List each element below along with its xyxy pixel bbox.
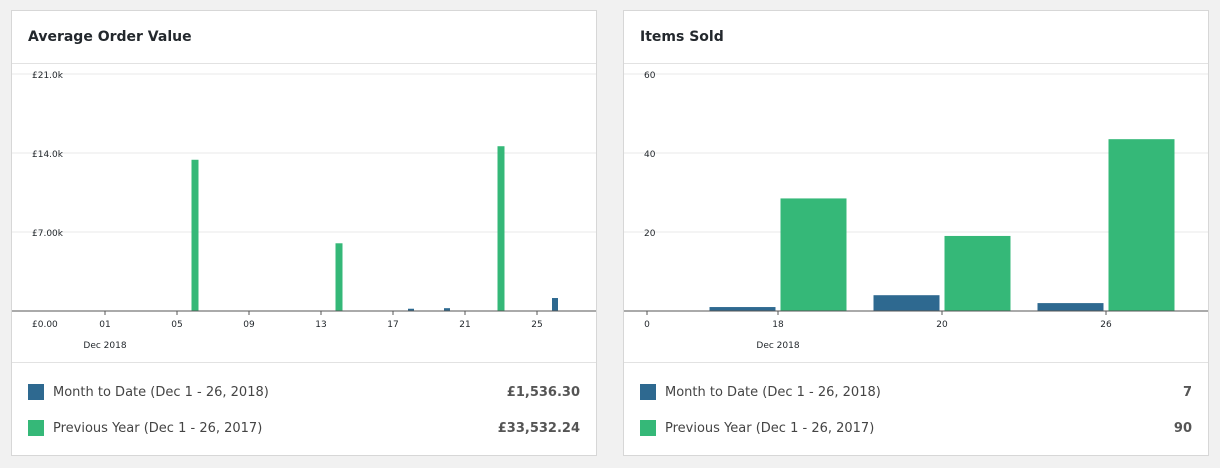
average-order-value-chart: £0.00 £7.00k £14.0k £21.0k 01 05 09 13 17 21 25 Dec… [12,64,596,362]
x-axis-month-label: Dec 2018 [83,341,126,351]
bar-month-to-date [444,308,450,311]
legend-label: Previous Year (Dec 1 - 26, 2017) [53,420,263,436]
items-sold-chart: 20 40 60 0 18 20 26 Dec 2018 [624,64,1208,362]
x-tick-label: 17 [387,320,398,330]
y-tick-label: 20 [644,229,656,239]
legend-label: Month to Date (Dec 1 - 26, 2018) [665,384,881,400]
legend-swatch-current [640,384,656,400]
bar-previous-year [1108,139,1175,311]
y-tick-label: 40 [644,150,656,160]
x-tick-label: 18 [772,320,784,330]
average-order-value-card: Average Order Value £0.00 £7.00k £14.0k £21… [11,10,597,456]
x-tick-label: 05 [171,320,182,330]
chart-legend: Month to Date (Dec 1 - 26, 2018) 7 Previ… [624,362,1208,455]
bar-previous-year [497,146,505,311]
card-title: Average Order Value [12,11,596,64]
x-tick-label: 09 [243,320,255,330]
x-tick-label: 0 [644,320,650,330]
average-order-value-chart-svg: £0.00 £7.00k £14.0k £21.0k 01 05 09 13 17 21 25 Dec… [12,71,596,351]
legend-swatch-previous [640,420,656,436]
x-tick-label: 25 [531,320,542,330]
legend-label: Previous Year (Dec 1 - 26, 2017) [665,420,875,436]
legend-row-month-to-date[interactable]: Month to Date (Dec 1 - 26, 2018) 7 [640,382,1192,402]
items-sold-chart-svg: 20 40 60 0 18 20 26 Dec 2018 [624,71,1208,351]
bar-previous-year [944,235,1011,311]
legend-row-month-to-date[interactable]: Month to Date (Dec 1 - 26, 2018) £1,536.… [28,382,580,402]
y-tick-label: £0.00 [32,320,58,330]
y-tick-label: 60 [644,71,656,81]
legend-swatch-previous [28,420,44,436]
x-tick-label: 01 [99,320,110,330]
legend-label: Month to Date (Dec 1 - 26, 2018) [53,384,269,400]
legend-row-previous-year[interactable]: Previous Year (Dec 1 - 26, 2017) 90 [640,418,1192,438]
items-sold-card: Items Sold 20 40 60 0 18 20 26 Dec 2018 Month t… [623,10,1209,456]
y-tick-label: £7.00k [32,229,64,239]
bar-previous-year [780,198,847,311]
legend-row-previous-year[interactable]: Previous Year (Dec 1 - 26, 2017) £33,532… [28,418,580,438]
bar-month-to-date [709,307,776,311]
bar-month-to-date [552,298,558,311]
bar-month-to-date [1037,303,1104,311]
x-tick-label: 21 [459,320,470,330]
x-tick-label: 13 [315,320,326,330]
y-tick-label: £14.0k [32,150,64,160]
legend-swatch-current [28,384,44,400]
legend-value: £33,532.24 [497,420,580,436]
card-title: Items Sold [624,11,1208,64]
x-axis-month-label: Dec 2018 [756,341,799,351]
legend-value: £1,536.30 [506,384,580,400]
y-tick-label: £21.0k [32,71,64,81]
x-tick-label: 26 [1100,320,1112,330]
bar-month-to-date [873,295,940,311]
chart-legend: Month to Date (Dec 1 - 26, 2018) £1,536.… [12,362,596,455]
legend-value: 7 [1182,384,1192,400]
bar-previous-year [335,243,343,311]
x-tick-label: 20 [936,320,948,330]
legend-value: 90 [1173,420,1192,436]
bar-previous-year [191,159,199,311]
bar-month-to-date [408,308,414,311]
